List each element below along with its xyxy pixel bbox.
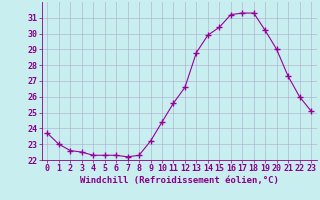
X-axis label: Windchill (Refroidissement éolien,°C): Windchill (Refroidissement éolien,°C)	[80, 176, 279, 185]
